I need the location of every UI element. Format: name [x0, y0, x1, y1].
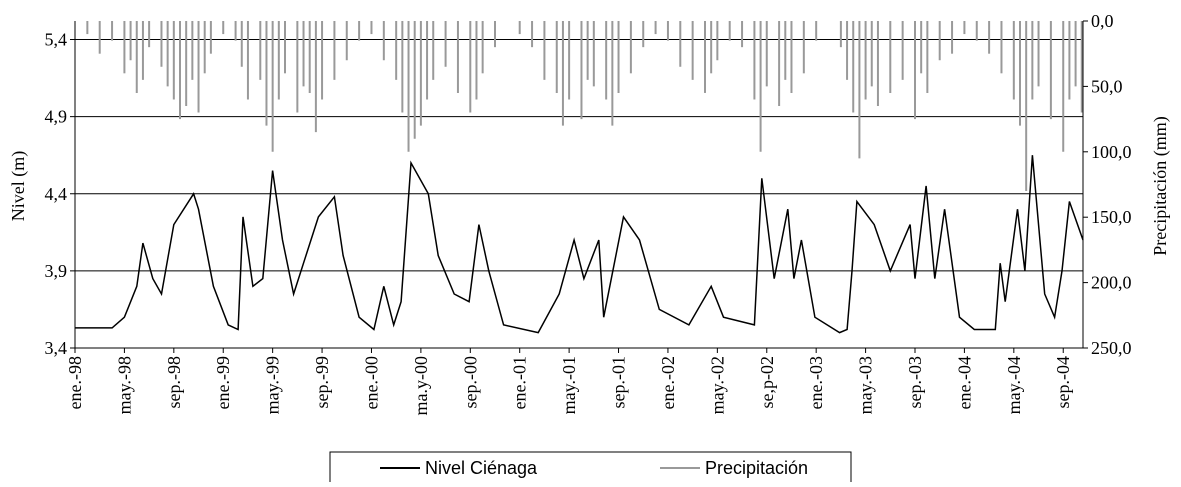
- x-tick-label: may.-01: [559, 356, 579, 414]
- x-tick-label: sep.-99: [312, 356, 332, 409]
- y2-tick-label: 200,0: [1091, 273, 1132, 293]
- x-tick-label: se,p-02: [757, 356, 777, 409]
- y2-tick-label: 50,0: [1091, 76, 1123, 96]
- x-tick-label: may.-04: [1004, 356, 1024, 414]
- x-tick-label: sep.-04: [1053, 356, 1073, 409]
- x-tick-label: sep.-03: [905, 356, 925, 409]
- y2-tick-label: 100,0: [1091, 142, 1132, 162]
- x-tick-label: may.-02: [707, 356, 727, 414]
- y-tick-label: 3,9: [45, 261, 68, 281]
- x-tick-label: ene.-03: [806, 356, 826, 409]
- x-tick-label: ene.-99: [213, 356, 233, 409]
- x-tick-label: sep.-98: [164, 356, 184, 409]
- x-tick-label: ene.-00: [361, 356, 381, 409]
- y2-axis-label: Precipitación (mm): [1150, 116, 1171, 255]
- level-line: [75, 155, 1084, 334]
- legend-label: Precipitación: [705, 458, 808, 478]
- x-tick-label: sep.-00: [460, 356, 480, 409]
- x-tick-label: may.-99: [263, 356, 283, 414]
- x-tick-label: ene.-04: [954, 356, 974, 409]
- x-tick-label: ma.y-00: [411, 356, 431, 415]
- x-tick-label: ene.-98: [65, 356, 85, 409]
- legend-label: Nivel Ciénaga: [425, 458, 538, 478]
- y-axis-label: Nivel (m): [8, 151, 29, 221]
- x-tick-label: ene.-01: [510, 356, 530, 409]
- y-tick-label: 4,9: [45, 107, 68, 127]
- y2-tick-label: 0,0: [1091, 11, 1114, 31]
- y-tick-label: 5,4: [45, 30, 68, 50]
- legend-box: [329, 451, 852, 487]
- y2-tick-label: 250,0: [1091, 338, 1132, 358]
- x-tick-label: ene.-02: [658, 356, 678, 409]
- x-tick-label: sep.-01: [609, 356, 629, 409]
- x-tick-label: may.-98: [114, 356, 134, 414]
- x-tick-label: may.-03: [856, 356, 876, 414]
- y-tick-label: 3,4: [45, 338, 68, 358]
- y2-tick-label: 150,0: [1091, 207, 1132, 227]
- y-tick-label: 4,4: [45, 184, 68, 204]
